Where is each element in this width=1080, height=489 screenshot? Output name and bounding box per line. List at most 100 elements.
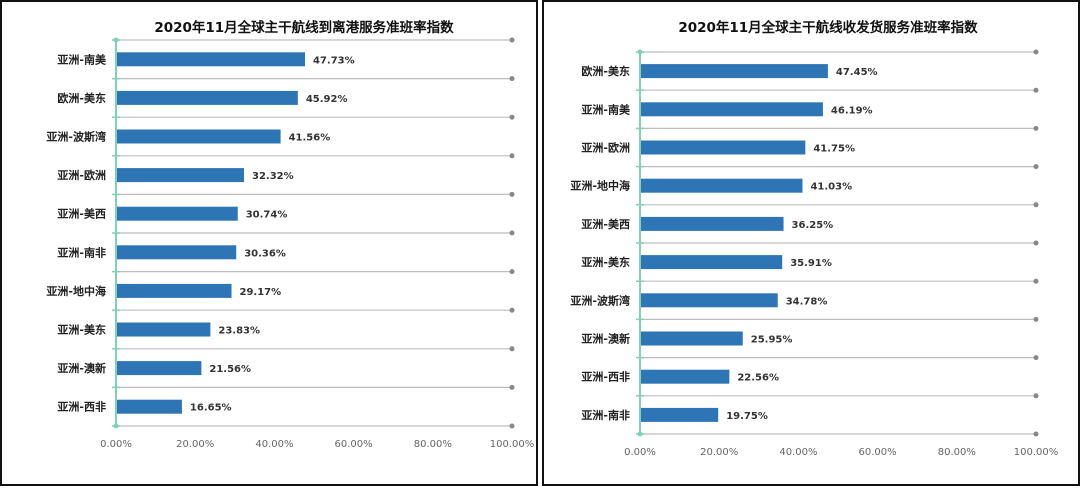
category-label: 亚洲-南非 [581,408,630,422]
x-tick-label: 100.00% [1014,447,1059,458]
data-label: 36.25% [792,220,834,231]
bar [117,52,306,67]
x-tick-label: 40.00% [779,447,817,458]
bar [117,245,237,260]
gridline-end-dot [1033,49,1039,55]
category-label: 亚洲-西非 [57,400,106,414]
gridline-end-dot [509,384,515,390]
x-tick-label: 80.00% [414,439,452,450]
bar [641,64,828,79]
data-label: 21.56% [209,364,251,375]
category-label: 亚洲-美西 [57,207,106,221]
data-label: 32.32% [252,171,294,182]
bar [641,255,783,270]
gridline-end-dot [1033,125,1039,131]
bar [117,361,202,376]
chart-panel-cargo: 2020年11月全球主干航线收发货服务准班率指数 欧洲-美东 47.45% 亚洲-南美… [542,0,1080,486]
bar [117,206,238,221]
data-label: 25.95% [751,335,793,346]
data-label: 47.73% [313,55,355,66]
axis-end-dot [113,423,119,429]
category-label: 亚洲-南非 [57,245,106,259]
axis-end-dot [637,49,643,55]
x-tick-label: 100.00% [490,439,535,450]
data-label: 30.36% [244,248,286,259]
gridline-end-dot [1033,87,1039,93]
gridline-end-dot [509,37,515,43]
x-tick-label: 80.00% [938,447,976,458]
axis-end-dot [113,37,119,43]
category-label: 亚洲-美东 [581,255,630,269]
axis-end-dot [637,431,643,437]
bar [641,178,803,193]
data-label: 41.56% [289,133,331,144]
data-label: 30.74% [246,210,288,221]
gridline-end-dot [509,346,515,352]
category-label: 亚洲-地中海 [570,179,630,193]
category-label: 亚洲-美西 [581,217,630,231]
data-label: 41.75% [813,144,855,155]
gridline-end-dot [1033,393,1039,399]
x-tick-label: 0.00% [100,439,132,450]
gridline-end-dot [1033,202,1039,208]
data-label: 22.56% [737,373,779,384]
category-label: 亚洲-波斯湾 [570,293,630,307]
x-tick-label: 20.00% [176,439,214,450]
gridline-end-dot [509,114,515,120]
bar [117,399,182,414]
category-label: 亚洲-美东 [57,323,106,337]
gridline-end-dot [1033,164,1039,170]
category-label: 亚洲-地中海 [46,284,106,298]
category-label: 亚洲-波斯湾 [46,130,106,144]
x-tick-label: 60.00% [859,447,897,458]
gridline-end-dot [1033,355,1039,361]
category-label: 亚洲-欧洲 [581,141,630,155]
category-label: 亚洲-南美 [57,52,107,66]
bar [641,331,743,346]
category-label: 欧洲-美东 [581,64,630,78]
x-tick-label: 40.00% [255,439,293,450]
x-tick-label: 20.00% [700,447,738,458]
data-label: 46.19% [831,105,873,116]
data-label: 19.75% [726,411,768,422]
category-label: 亚洲-欧洲 [57,168,106,182]
gridline-end-dot [1033,278,1039,284]
bar [117,129,281,144]
gridline-end-dot [509,269,515,275]
chart-title: 2020年11月全球主干航线收发货服务准班率指数 [678,19,978,36]
category-label: 亚洲-澳新 [581,332,630,346]
category-label: 亚洲-南美 [581,102,631,116]
data-label: 45.92% [306,94,348,105]
gridline-end-dot [509,230,515,236]
category-label: 亚洲-澳新 [57,361,106,375]
chart-title: 2020年11月全球主干航线到离港服务准班率指数 [154,19,454,36]
data-label: 34.78% [786,296,828,307]
bar [641,369,730,384]
bar [641,140,806,155]
gridline-end-dot [509,307,515,313]
gridline-end-dot [509,191,515,197]
gridline-end-dot [1033,240,1039,246]
data-label: 23.83% [218,326,260,337]
gridline-end-dot [1033,431,1039,437]
chart-panel-arrival-departure: 2020年11月全球主干航线到离港服务准班率指数亚洲-南美 47.73% 欧洲-美东… [0,0,538,486]
gridline-end-dot [509,153,515,159]
gridline-end-dot [1033,316,1039,322]
bar [117,168,244,183]
data-label: 29.17% [240,287,282,298]
bar [117,322,211,337]
bar [641,293,778,308]
bar [117,90,298,105]
data-label: 16.65% [190,403,232,414]
category-label: 亚洲-西非 [581,370,630,384]
gridline-end-dot [509,76,515,82]
bar [641,216,784,231]
x-tick-label: 0.00% [624,447,656,458]
bar [641,407,719,422]
data-label: 35.91% [790,258,832,269]
category-label: 欧洲-美东 [57,91,106,105]
gridline-end-dot [509,423,515,429]
bar [641,102,823,117]
